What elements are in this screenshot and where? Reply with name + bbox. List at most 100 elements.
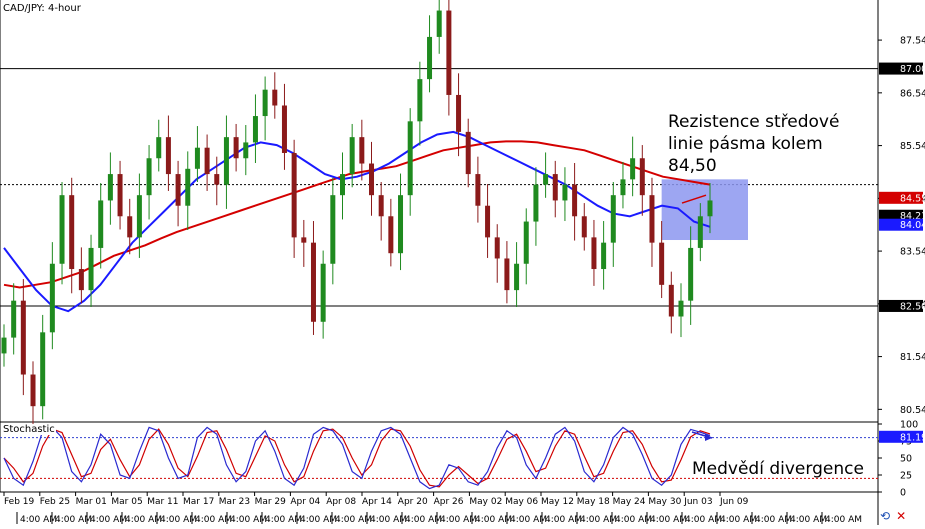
candle-body: [562, 184, 568, 201]
candle-body: [581, 216, 587, 238]
price-tick-label: 87.54: [900, 36, 925, 47]
stochastic-d-line: [3, 428, 711, 488]
candle-body: [388, 216, 394, 254]
candle-body: [398, 195, 404, 254]
candle-body: [59, 195, 65, 264]
date-tick-label: Apr 08: [326, 497, 356, 507]
candle-body: [456, 94, 462, 132]
price-tag-box: [879, 191, 923, 204]
candle-body: [620, 179, 626, 196]
date-tick-label: Feb 25: [40, 497, 70, 507]
candle-body: [146, 158, 152, 196]
price-divergence-line: [681, 194, 707, 204]
candle-body: [523, 221, 529, 264]
time-tick-label: 4:00 AM: [685, 515, 722, 525]
candle-body: [504, 258, 510, 291]
candle-body: [204, 147, 210, 175]
annotation-divergence: Medvědí divergence: [692, 459, 864, 479]
annotation-resistance: Rezistence středové linie pásma kolem 84…: [668, 112, 840, 176]
price-tick-label: 86.54: [900, 88, 925, 99]
date-tick-label: Apr 20: [398, 497, 428, 507]
date-tick-label: Apr 26: [434, 497, 464, 507]
stochastic-label: Stochastic: [2, 424, 56, 435]
date-tick-label: Mar 29: [255, 497, 287, 507]
time-tick-label: 4:00 AM: [440, 515, 477, 525]
candle-body: [281, 105, 287, 153]
time-tick-label: 4:00 AM: [825, 515, 862, 525]
candle-body: [40, 332, 46, 407]
candle-body: [156, 137, 162, 159]
chart-nav[interactable]: ⟲ ✕: [880, 509, 912, 523]
candle-body: [11, 300, 17, 338]
date-tick-label: Apr 04: [290, 497, 320, 507]
candle-body: [543, 174, 549, 185]
time-tick-label: 4:00 AM: [580, 515, 617, 525]
price-tag-box: [879, 218, 923, 231]
time-tick-label: 4:00 AM: [475, 515, 512, 525]
candle-body: [243, 142, 249, 159]
date-tick-label: Mar 23: [219, 497, 250, 507]
candle-body: [533, 184, 539, 222]
price-tag-box: [879, 62, 923, 75]
date-tick-label: Apr 14: [362, 497, 392, 507]
candle-body: [185, 168, 191, 206]
time-tick-label: 4:00 AM: [335, 515, 372, 525]
candle-body: [107, 174, 113, 201]
candle-body: [223, 137, 229, 185]
candle-body: [98, 200, 104, 248]
candle-body: [20, 300, 26, 375]
time-tick-label: 4:00 AM: [20, 515, 57, 525]
candle-body: [88, 247, 94, 291]
candle-body: [436, 10, 442, 37]
candle-body: [69, 195, 75, 270]
candle-body: [465, 131, 471, 175]
price-tick-label: 83.54: [900, 247, 925, 258]
candle-body: [252, 116, 258, 143]
candle-body: [194, 147, 200, 169]
time-tick-label: 4:00 AM: [300, 515, 337, 525]
date-tick-label: Mar 05: [111, 497, 142, 507]
candle-body: [630, 158, 636, 180]
date-tick-label: May 18: [577, 497, 610, 507]
date-tick-label: May 24: [613, 497, 646, 507]
time-tick-label: 4:00 AM: [650, 515, 687, 525]
candle-body: [349, 137, 355, 175]
stochastic-tick-label: 50: [900, 454, 912, 465]
candle-body: [668, 284, 674, 317]
candle-body: [320, 263, 326, 322]
date-tick-label: Jun 09: [719, 497, 749, 507]
price-tag-label: 84.55: [900, 193, 925, 204]
candle-body: [233, 137, 239, 159]
candle-body: [49, 263, 55, 333]
candle-body: [407, 121, 413, 196]
time-tick-label: 4:00 AM: [720, 515, 757, 525]
time-tick-label: 4:00 AM: [55, 515, 92, 525]
candle-body: [688, 247, 694, 301]
time-tick-label: 4:00 AM: [790, 515, 827, 525]
candle-body: [330, 195, 336, 264]
candle-body: [552, 174, 558, 201]
candle-body: [214, 174, 220, 185]
time-tick-label: 4:00 AM: [265, 515, 302, 525]
date-tick-label: Mar 11: [147, 497, 178, 507]
refresh-icon[interactable]: ⟲: [880, 509, 891, 523]
stochastic-value-box: [879, 430, 923, 443]
price-tag-label: 82.50: [900, 301, 925, 312]
candle-body: [136, 195, 142, 238]
candle-body: [514, 263, 520, 291]
candle-body: [591, 237, 597, 270]
close-icon[interactable]: ✕: [896, 509, 907, 523]
candle-body: [272, 89, 278, 106]
time-tick-label: 4:00 AM: [405, 515, 442, 525]
price-tick-label: 81.54: [900, 352, 925, 363]
candle-body: [117, 174, 123, 217]
date-tick-label: Jun 03: [683, 497, 712, 507]
candle-body: [378, 195, 384, 217]
time-tick-label: 4:00 AM: [755, 515, 792, 525]
candle-body: [601, 242, 607, 270]
candle-body: [485, 205, 491, 238]
candle-body: [1, 337, 7, 354]
candle-body: [417, 79, 423, 122]
